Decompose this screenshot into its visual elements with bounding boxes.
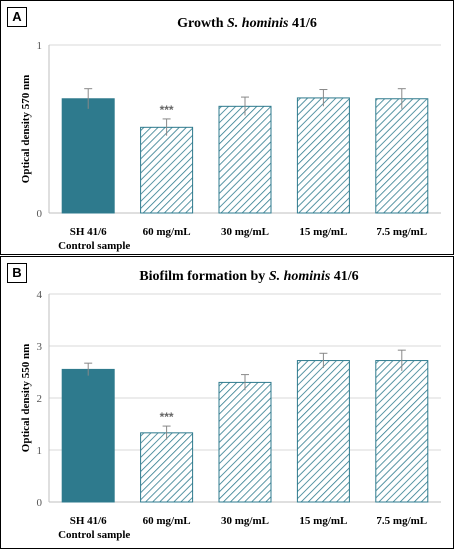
x-tick-label: 30 mg/mL <box>221 226 269 238</box>
y-tick-label: 0 <box>37 208 43 220</box>
x-tick-label: 15 mg/mL <box>299 226 347 238</box>
x-tick-sublabel: Control sample <box>58 240 130 252</box>
y-tick-label: 1 <box>37 445 43 457</box>
bar-5 <box>375 360 429 503</box>
significance-annotation: *** <box>160 410 174 424</box>
chart-title: Growth S. hominis 41/6 <box>177 16 317 31</box>
chart-title-suffix: 41/6 <box>330 269 358 284</box>
chart-a-svg: Growth S. hominis 41/6 0 1 Optical density … <box>20 16 441 252</box>
chart-b-svg: Biofilm formation by S. hominis 41/6 0 1 2 3… <box>20 269 441 541</box>
x-tick-label: 60 mg/mL <box>143 226 191 238</box>
chart-panel-b: B Biofilm formation by S. hominis 41/6 0 1… <box>0 256 454 549</box>
panel-label-b: B <box>7 263 27 283</box>
chart-panel-a: A Growth S. hominis 41/6 0 1 Optical densit… <box>0 0 454 255</box>
y-tick-label: 1 <box>37 40 43 52</box>
chart-title-prefix: Growth <box>177 16 227 31</box>
bar-4 <box>296 360 350 503</box>
y-tick-label: 0 <box>37 497 43 509</box>
y-tick-label: 4 <box>37 289 43 301</box>
bar-2 <box>140 432 194 503</box>
y-tick-label: 3 <box>37 341 43 353</box>
chart-title-suffix: 41/6 <box>289 16 317 31</box>
bar-2 <box>140 126 194 214</box>
y-tick-label: 2 <box>37 393 43 405</box>
chart-title-italic: S. hominis <box>269 269 331 284</box>
x-tick-sublabel: Control sample <box>58 529 130 541</box>
x-tick-label: 30 mg/mL <box>221 515 269 527</box>
chart-title-prefix: Biofilm formation by <box>139 269 269 284</box>
x-tick-label: 7.5 mg/mL <box>376 515 427 527</box>
y-axis-label: Optical density 570 nm <box>20 75 32 183</box>
y-axis-label: Optical density 550 nm <box>20 344 32 452</box>
x-tick-label: 15 mg/mL <box>299 515 347 527</box>
bar-5 <box>375 98 429 214</box>
x-tick-label: 60 mg/mL <box>143 515 191 527</box>
chart-title: Biofilm formation by S. hominis 41/6 <box>139 269 358 284</box>
significance-annotation: *** <box>160 103 174 117</box>
bar-4 <box>296 97 350 214</box>
panel-label-a: A <box>7 7 27 27</box>
chart-title-italic: S. hominis <box>227 16 289 31</box>
bar-3 <box>218 105 272 214</box>
bar-1 <box>61 98 115 214</box>
x-tick-label: 7.5 mg/mL <box>376 226 427 238</box>
bar-3 <box>218 381 272 503</box>
bar-1 <box>61 368 115 503</box>
x-tick-label: SH 41/6 <box>70 515 107 527</box>
x-tick-label: SH 41/6 <box>70 226 107 238</box>
